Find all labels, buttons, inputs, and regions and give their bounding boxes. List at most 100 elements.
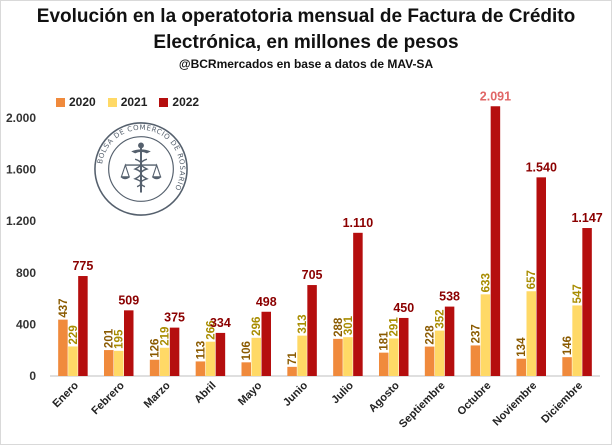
y-tick-label: 2.000 (6, 111, 36, 125)
bar-2022 (78, 276, 88, 376)
data-label-2021: 296 (251, 317, 263, 336)
data-label-2020: 288 (333, 317, 345, 337)
data-label-2022: 334 (210, 316, 231, 330)
x-tick-label: Diciembre (539, 380, 585, 426)
data-label-2022: 375 (164, 311, 185, 325)
data-label-2020: 437 (58, 298, 70, 317)
bar-2021 (343, 337, 353, 376)
data-label-2020: 71 (287, 351, 299, 364)
bar-2022 (215, 332, 226, 376)
data-label-2021: 633 (480, 273, 492, 292)
y-tick-label: 1.600 (6, 163, 36, 177)
bar-2020 (195, 361, 206, 376)
x-tick-label: Junio (281, 379, 310, 408)
data-label-2021: 291 (389, 317, 401, 337)
data-label-2021: 547 (572, 284, 584, 303)
chart-subtitle: @BCRmercados en base a datos de MAV-SA (178, 57, 434, 71)
bar-2021 (434, 330, 445, 376)
bar-2020 (333, 338, 343, 376)
x-tick-label: Julio (329, 379, 356, 406)
data-label-2020: 134 (516, 337, 528, 357)
legend-label-2021: 2021 (120, 95, 148, 109)
bar-2022 (124, 310, 134, 376)
x-tick-label: Mayo (236, 379, 265, 408)
bar-2022 (490, 106, 501, 377)
y-tick-label: 400 (16, 317, 36, 331)
legend-label-2020: 2020 (69, 95, 96, 109)
data-label-2020: 106 (241, 341, 253, 360)
data-label-2021: 352 (435, 309, 447, 328)
x-tick-label: Enero (50, 379, 81, 410)
bar-2022 (261, 311, 271, 376)
data-label-2022: 705 (302, 268, 323, 282)
legend-item-2020: 2020 (56, 95, 96, 109)
y-tick-label: 800 (16, 266, 36, 280)
bar-2020 (516, 358, 526, 376)
x-tick-label: Agosto (367, 379, 402, 414)
bar-2021 (68, 346, 78, 376)
data-label-2022: 2.091 (480, 89, 511, 103)
data-label-2021: 301 (343, 315, 355, 335)
legend-swatch-2022 (159, 97, 169, 107)
data-label-2021: 266 (205, 320, 217, 339)
chart-title-line-2: Electrónica, en millones de pesos (153, 32, 459, 53)
data-label-2020: 228 (425, 325, 437, 345)
data-label-2020: 237 (470, 324, 482, 343)
x-tick-label: Febrero (89, 379, 127, 417)
data-label-2020: 126 (150, 339, 162, 358)
y-tick-label: 1.200 (6, 214, 36, 228)
data-label-2021: 313 (297, 314, 309, 333)
bar-2021 (526, 291, 536, 376)
data-label-2022: 1.540 (526, 160, 557, 174)
data-label-2020: 181 (379, 331, 391, 351)
bar-2020 (287, 366, 297, 376)
bar-2020 (58, 319, 68, 376)
legend-swatch-2020 (56, 97, 65, 107)
x-tick-label: Abril (192, 380, 218, 406)
data-label-2022: 450 (393, 301, 414, 315)
x-tick-label: Septiembre (397, 380, 448, 431)
legend-item-2022: 2022 (159, 95, 199, 109)
bar-2021 (389, 338, 399, 376)
bar-2020 (562, 357, 572, 376)
bar-2021 (572, 305, 582, 376)
legend: 2020 2021 2022 (56, 95, 199, 109)
bar-2022 (353, 232, 363, 376)
bar-2022 (444, 306, 455, 376)
data-label-2022: 775 (72, 259, 93, 273)
data-label-2021: 657 (526, 270, 538, 289)
bar-2020 (470, 345, 481, 376)
data-label-2022: 1.110 (343, 216, 374, 230)
data-label-2020: 146 (562, 336, 574, 355)
x-tick-label: Octubre (455, 380, 493, 418)
data-label-2022: 498 (256, 295, 277, 309)
data-label-2021: 195 (114, 329, 126, 349)
bar-2020 (104, 350, 114, 376)
chart-title-line-1: Evolución en la operatotoria mensual de … (36, 6, 576, 27)
legend-swatch-2021 (107, 97, 117, 107)
data-label-2022: 538 (439, 290, 460, 304)
x-tick-label: Noviembre (491, 380, 540, 429)
x-tick-label: Marzo (142, 379, 173, 410)
y-tick-label: 0 (29, 369, 36, 383)
bar-2020 (149, 359, 160, 376)
bar-2020 (241, 362, 251, 376)
data-label-2022: 1.147 (571, 211, 602, 225)
bar-2022 (582, 228, 592, 376)
legend-item-2021: 2021 (107, 95, 148, 109)
bar-2021 (159, 347, 170, 376)
data-label-2021: 219 (160, 327, 172, 346)
bar-2020 (424, 346, 435, 376)
data-label-2021: 229 (68, 325, 80, 344)
bar-2022 (399, 317, 409, 376)
bar-2021 (480, 294, 491, 376)
bar-2022 (169, 327, 180, 376)
bar-2021 (251, 337, 261, 376)
bar-2021 (114, 350, 124, 376)
data-label-2020: 113 (195, 341, 207, 360)
legend-label-2022: 2022 (172, 95, 200, 109)
data-label-2020: 201 (104, 328, 116, 348)
bar-2022 (307, 285, 317, 376)
bolsa-de-comercio-seal-logo: BOLSA DE COMERCIO DE ROSARIO (94, 122, 188, 216)
